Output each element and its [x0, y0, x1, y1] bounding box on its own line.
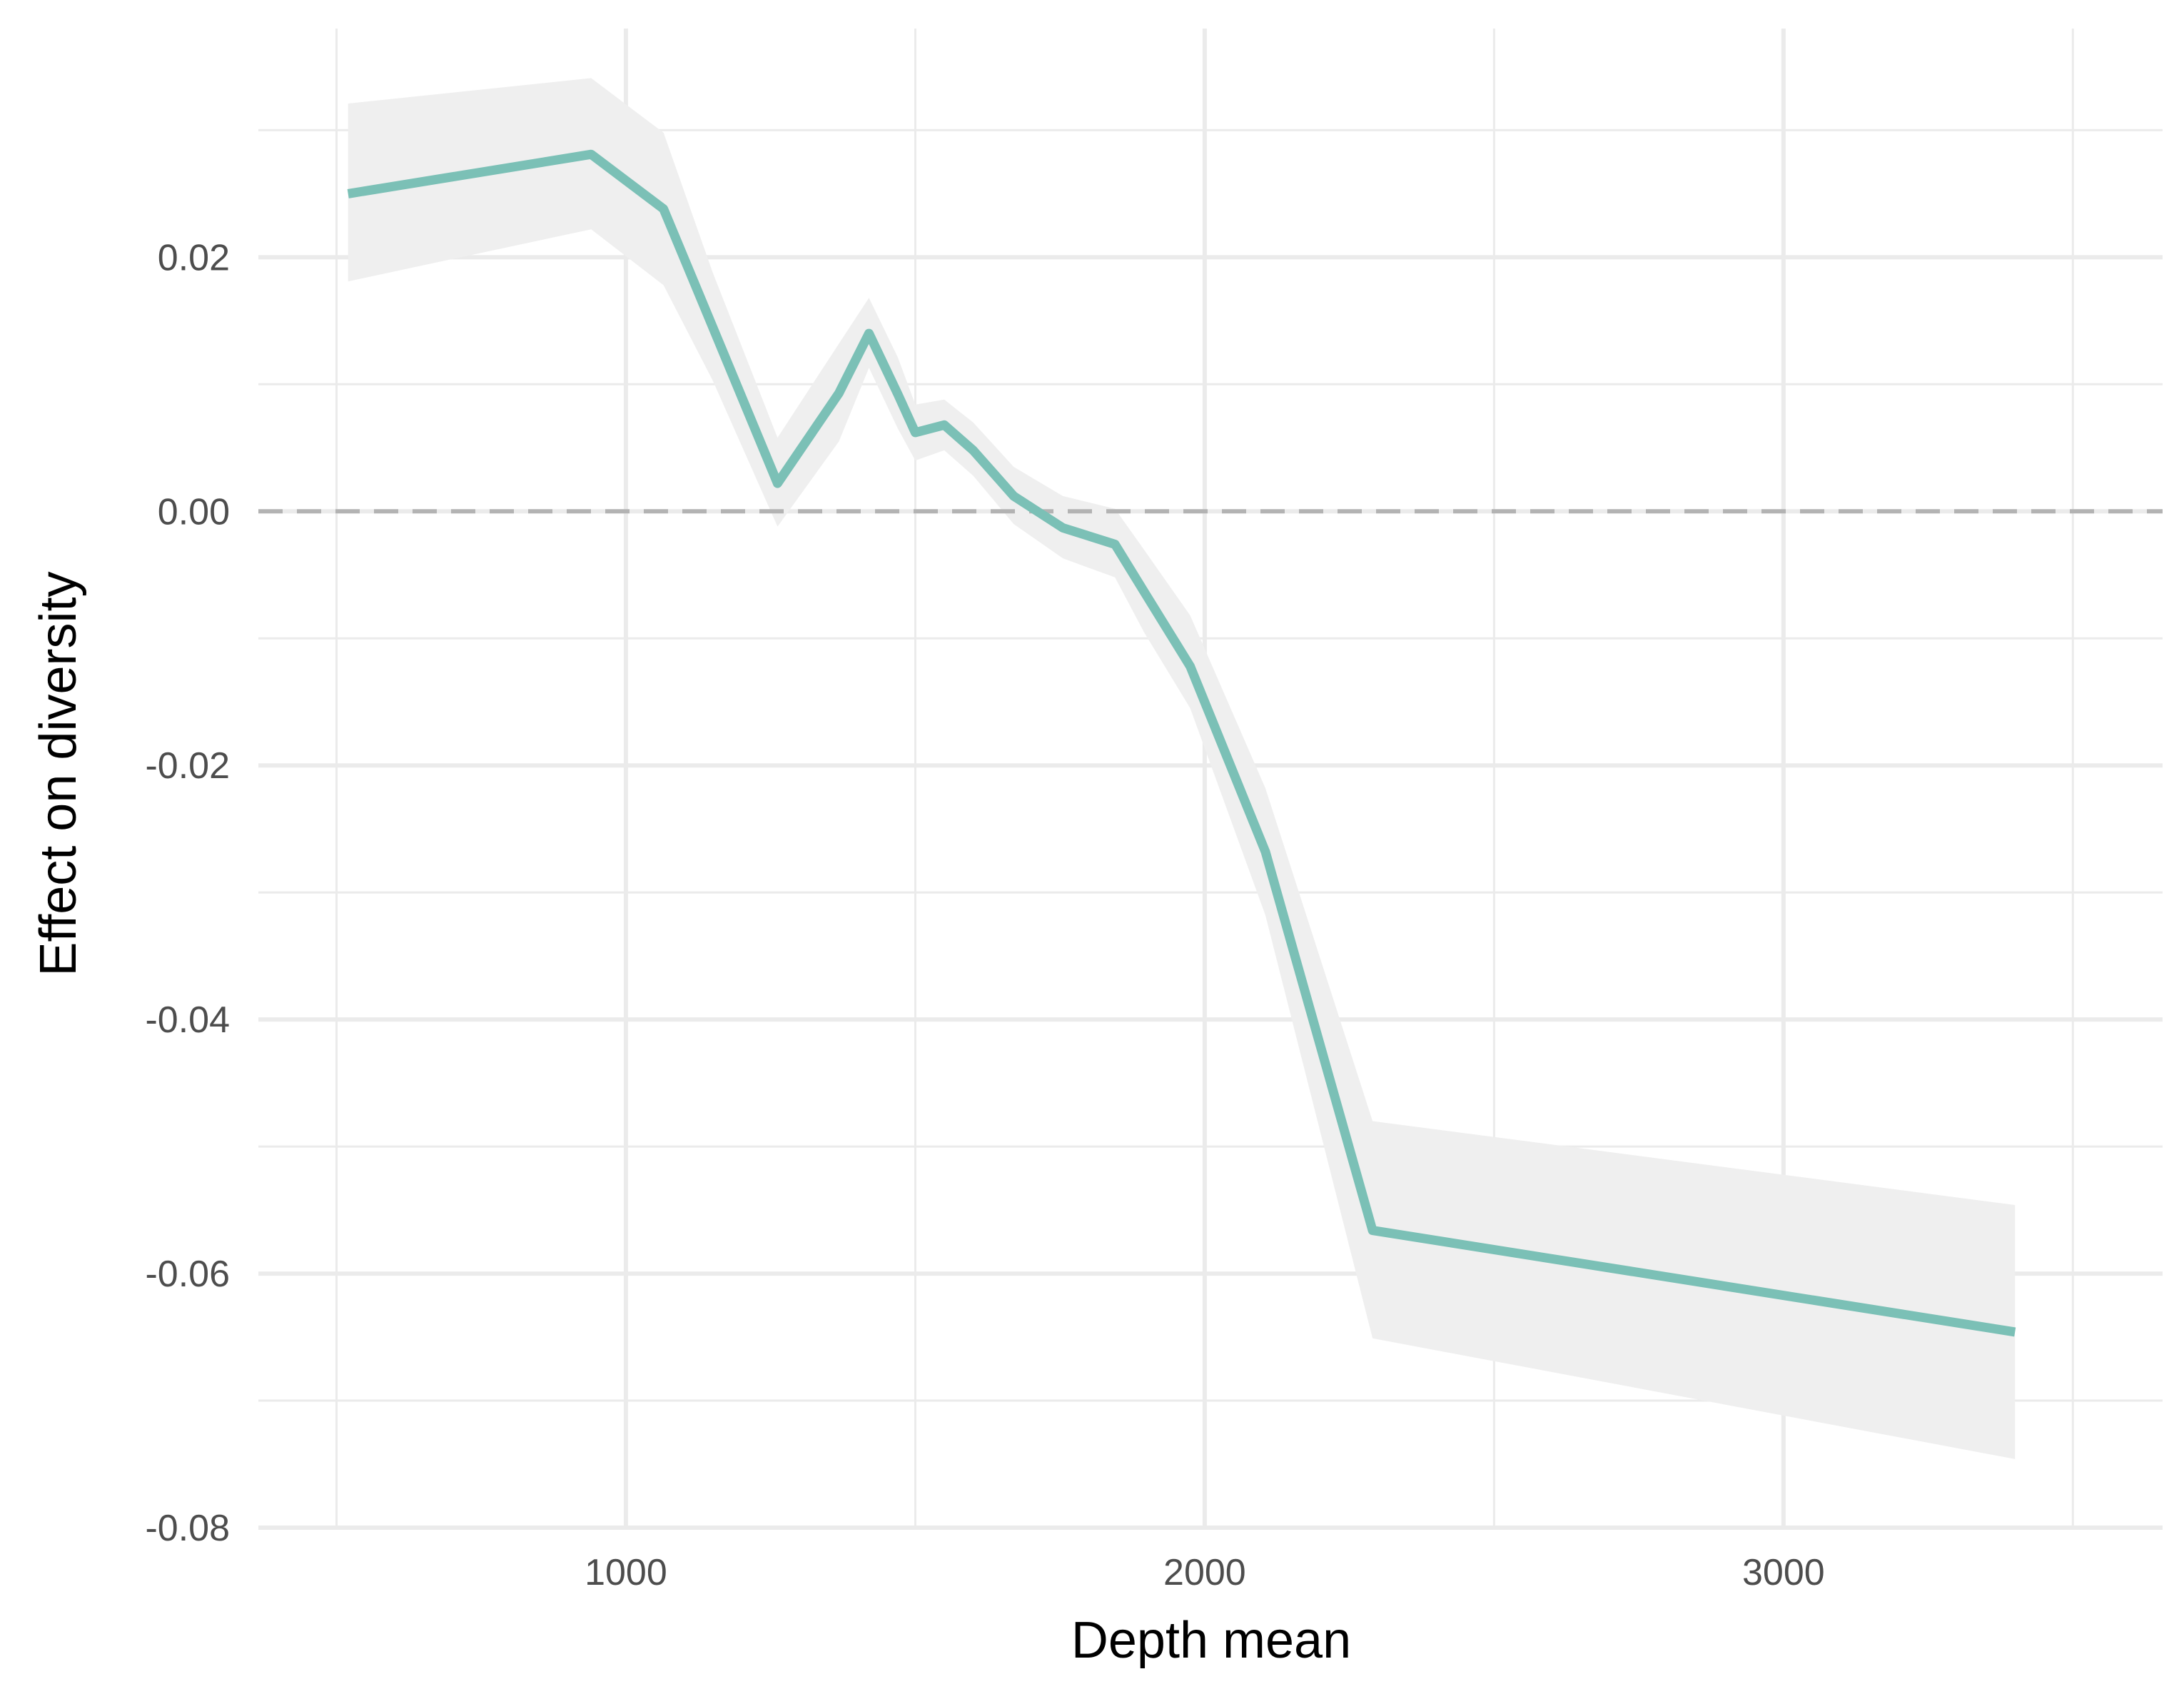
y-tick-label: -0.06 — [145, 1254, 230, 1295]
grid-minor — [258, 29, 2163, 1528]
y-tick-label: 0.00 — [158, 491, 230, 533]
x-tick-label: 3000 — [1742, 1552, 1825, 1593]
y-tick-label: 0.02 — [158, 237, 230, 278]
y-tick-label: -0.04 — [145, 999, 230, 1041]
x-tick-label: 2000 — [1163, 1552, 1246, 1593]
confidence-band — [348, 78, 2016, 1459]
y-tick-label: -0.08 — [145, 1508, 230, 1549]
x-axis-title: Depth mean — [1071, 1612, 1351, 1669]
series-line — [347, 149, 2016, 1337]
x-tick-label: 1000 — [585, 1552, 667, 1593]
series-lines — [347, 149, 2016, 1337]
y-tick-label: -0.02 — [145, 745, 230, 787]
y-axis-tick-labels: -0.08 -0.06 -0.04 -0.02 0.00 0.02 — [145, 237, 230, 1549]
y-axis-title: Effect on diversity — [30, 572, 87, 977]
confidence-bands — [348, 78, 2016, 1459]
x-axis-tick-labels: 1000 2000 3000 — [585, 1552, 1825, 1593]
